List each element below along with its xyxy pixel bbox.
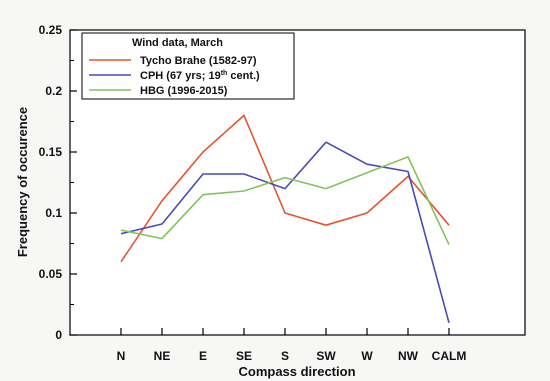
legend-label-hbg: HBG (1996-2015) [140, 85, 228, 97]
legend-title: Wind data, March [132, 37, 223, 49]
series-line-hbg [120, 156, 450, 246]
legend-label-cph: CPH (67 yrs; 19th cent.) [140, 70, 260, 82]
x-tick-label: S [281, 349, 289, 363]
series-line-tycho-brahe [120, 114, 450, 263]
legend-box [81, 32, 295, 100]
x-axis: N NE E SE S SW W NW CALM [117, 328, 467, 363]
y-axis-title: Frequency of occurence [15, 107, 30, 257]
x-axis-title: Compass direction [238, 364, 355, 379]
y-tick-label: 0.1 [45, 206, 62, 220]
x-tick-label: SE [236, 349, 252, 363]
x-tick-label: SW [316, 349, 336, 363]
y-axis: 0 0.05 0.1 0.15 0.2 0.25 [39, 23, 77, 342]
y-tick-label: 0.2 [45, 84, 62, 98]
x-tick-label: E [199, 349, 207, 363]
legend-label-tycho: Tycho Brahe (1582-97) [140, 55, 257, 67]
x-tick-label: NW [398, 349, 419, 363]
x-tick-label: CALM [432, 349, 467, 363]
y-tick-label: 0.05 [39, 267, 63, 281]
legend: Wind data, March Tycho Brahe (1582-97) C… [81, 32, 295, 100]
y-tick-label: 0.25 [39, 23, 63, 37]
y-tick-label: 0.15 [39, 145, 63, 159]
y-tick-label: 0 [55, 328, 62, 342]
series-line-cph [120, 141, 450, 324]
series-layer [120, 114, 450, 324]
x-tick-label: NE [154, 349, 171, 363]
x-tick-label: N [117, 349, 126, 363]
x-tick-label: W [361, 349, 373, 363]
